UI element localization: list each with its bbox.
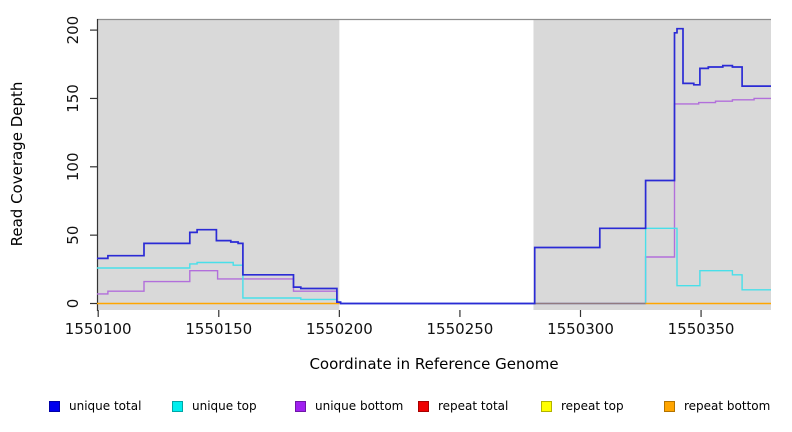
legend-swatch-repeat-top (541, 401, 552, 412)
x-tick-label: 1550350 (668, 320, 735, 338)
legend-swatch-repeat-bottom (664, 401, 675, 412)
legend-item-unique-bottom: unique bottom (295, 399, 418, 414)
x-axis-title: Coordinate in Reference Genome (309, 355, 559, 373)
y-tick-label: 150 (64, 84, 82, 113)
series-line-unique-total (97, 27, 771, 305)
legend-item-unique-total: unique total (49, 399, 172, 414)
legend-label: repeat total (438, 399, 509, 413)
y-tick-label: 0 (64, 299, 82, 309)
y-tick-label: 50 (64, 226, 82, 245)
shaded-coverage-region (97, 19, 340, 310)
legend-label: unique top (192, 399, 257, 413)
x-tick-label: 1550300 (547, 320, 614, 338)
legend-item-repeat-top: repeat top (541, 399, 664, 414)
legend-label: unique bottom (315, 399, 404, 413)
legend-item-repeat-total: repeat total (418, 399, 541, 414)
x-tick-label: 1550150 (185, 320, 252, 338)
y-axis-title: Read Coverage Depth (8, 81, 26, 247)
legend-item-unique-top: unique top (172, 399, 295, 414)
x-tick-label: 1550100 (65, 320, 132, 338)
legend-label: repeat top (561, 399, 624, 413)
x-tick-label: 1550250 (427, 320, 494, 338)
legend-item-repeat-bottom: repeat bottom (664, 399, 770, 414)
legend: unique total unique top unique bottom repea… (49, 399, 770, 414)
legend-label: unique total (69, 399, 142, 413)
legend-swatch-unique-bottom (295, 401, 306, 412)
shaded-coverage-region (533, 19, 771, 310)
y-tick-label: 100 (64, 152, 82, 181)
legend-swatch-repeat-total (418, 401, 429, 412)
y-tick-label: 200 (64, 16, 82, 45)
plot-area: 0 50 100 150 200 1550100 1550150 1550200 1550250… (64, 16, 771, 338)
legend-label: repeat bottom (684, 399, 771, 413)
x-tick-label: 1550200 (306, 320, 373, 338)
legend-swatch-unique-total (49, 401, 60, 412)
legend-swatch-unique-top (172, 401, 183, 412)
